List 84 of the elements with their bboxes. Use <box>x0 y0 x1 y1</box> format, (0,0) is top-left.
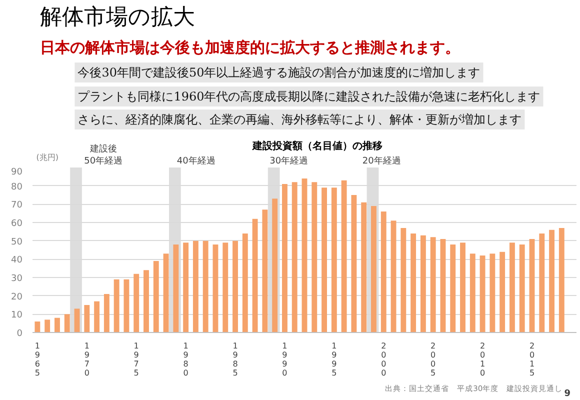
bar <box>212 244 218 332</box>
bar <box>450 244 456 332</box>
bar <box>380 212 386 332</box>
x-tick-label: 1 9 9 0 <box>282 342 288 378</box>
bar <box>74 308 80 332</box>
y-axis-title: (兆円) <box>36 153 59 162</box>
y-tick-label: 60 <box>11 219 23 229</box>
bar <box>371 206 376 332</box>
bar <box>252 218 258 332</box>
bar <box>282 184 288 332</box>
bar <box>144 270 149 332</box>
bar <box>430 237 436 332</box>
bar <box>490 254 496 332</box>
y-tick-label: 0 <box>16 329 23 339</box>
bar <box>192 240 198 332</box>
bar <box>549 230 554 332</box>
bar <box>390 220 396 332</box>
y-tick-label: 40 <box>11 256 23 266</box>
y-tick-label: 50 <box>11 237 23 248</box>
x-tick-label: 1 9 7 5 <box>134 342 139 378</box>
band-label: 40年経過 <box>176 156 216 166</box>
text: プラントも同様に1960年代の高度成長期以降に建設された設備が急速に老朽化します <box>78 90 540 104</box>
y-tick-label: 90 <box>11 168 23 178</box>
bar <box>460 242 466 332</box>
bar <box>440 239 446 332</box>
text: さらに、経済的陳腐化、企業の再編、海外移転等により、解体・更新が増加します <box>78 112 522 126</box>
bar <box>539 234 545 332</box>
bar <box>470 254 476 332</box>
bar <box>400 228 406 332</box>
bar <box>163 254 169 332</box>
y-tick-label: 10 <box>11 310 23 321</box>
bar <box>529 239 535 332</box>
x-tick-label: 1 9 8 0 <box>183 342 188 378</box>
bar <box>124 279 130 332</box>
chart-subtitle: 日本の解体市場は今後も加速度的に拡大すると推測されます。 <box>40 38 460 56</box>
bar <box>54 318 60 332</box>
y-tick-label: 30 <box>11 274 23 284</box>
bar <box>84 305 90 332</box>
y-tick-label: 70 <box>11 200 23 211</box>
bar <box>64 314 70 332</box>
bar <box>312 182 318 332</box>
text: 9 <box>564 389 571 399</box>
bar <box>183 242 189 332</box>
bar <box>242 234 248 332</box>
bar <box>351 195 357 332</box>
bar <box>420 235 426 332</box>
bar <box>202 240 208 332</box>
bar <box>94 301 100 332</box>
bar <box>480 256 486 332</box>
x-tick-label: 2 0 1 0 <box>480 342 486 378</box>
band-label: 30年経過 <box>270 156 308 166</box>
bar <box>114 279 120 332</box>
x-tick-label: 1 9 8 5 <box>232 342 238 378</box>
bar <box>34 322 40 332</box>
bar <box>341 180 347 332</box>
bar <box>153 261 159 332</box>
band-label: 建設後 50年経過 <box>84 144 123 166</box>
x-tick-label: 1 9 6 5 <box>34 342 40 378</box>
text: 建設投資額（名目値）の推移 <box>252 140 383 152</box>
x-tick-label: 1 9 7 0 <box>84 342 90 378</box>
band-label: 20年経過 <box>362 156 401 166</box>
bar <box>173 244 179 332</box>
bar <box>302 178 308 332</box>
x-tick-label: 2 0 0 0 <box>381 342 386 378</box>
bar <box>134 274 140 332</box>
bar <box>44 320 50 332</box>
bar <box>331 188 337 332</box>
bar <box>322 188 327 332</box>
bar <box>509 242 515 332</box>
bar <box>104 294 110 332</box>
bar <box>558 228 564 332</box>
chart-title: 解体市場の拡大 <box>40 5 196 30</box>
x-tick-label: 1 9 9 5 <box>332 342 337 378</box>
bar <box>500 252 506 332</box>
x-tick-label: 2 0 1 5 <box>529 342 535 378</box>
bar <box>519 244 525 332</box>
y-tick-label: 80 <box>11 182 23 192</box>
bar <box>222 242 228 332</box>
y-tick-label: 20 <box>11 292 23 302</box>
x-tick-label: 2 0 0 5 <box>430 342 436 378</box>
bar <box>292 182 298 332</box>
bar <box>410 234 416 332</box>
bar <box>232 240 238 332</box>
text: 今後30年間で建設後50年以上経過する施設の割合が加速度的に増加します <box>78 66 480 80</box>
